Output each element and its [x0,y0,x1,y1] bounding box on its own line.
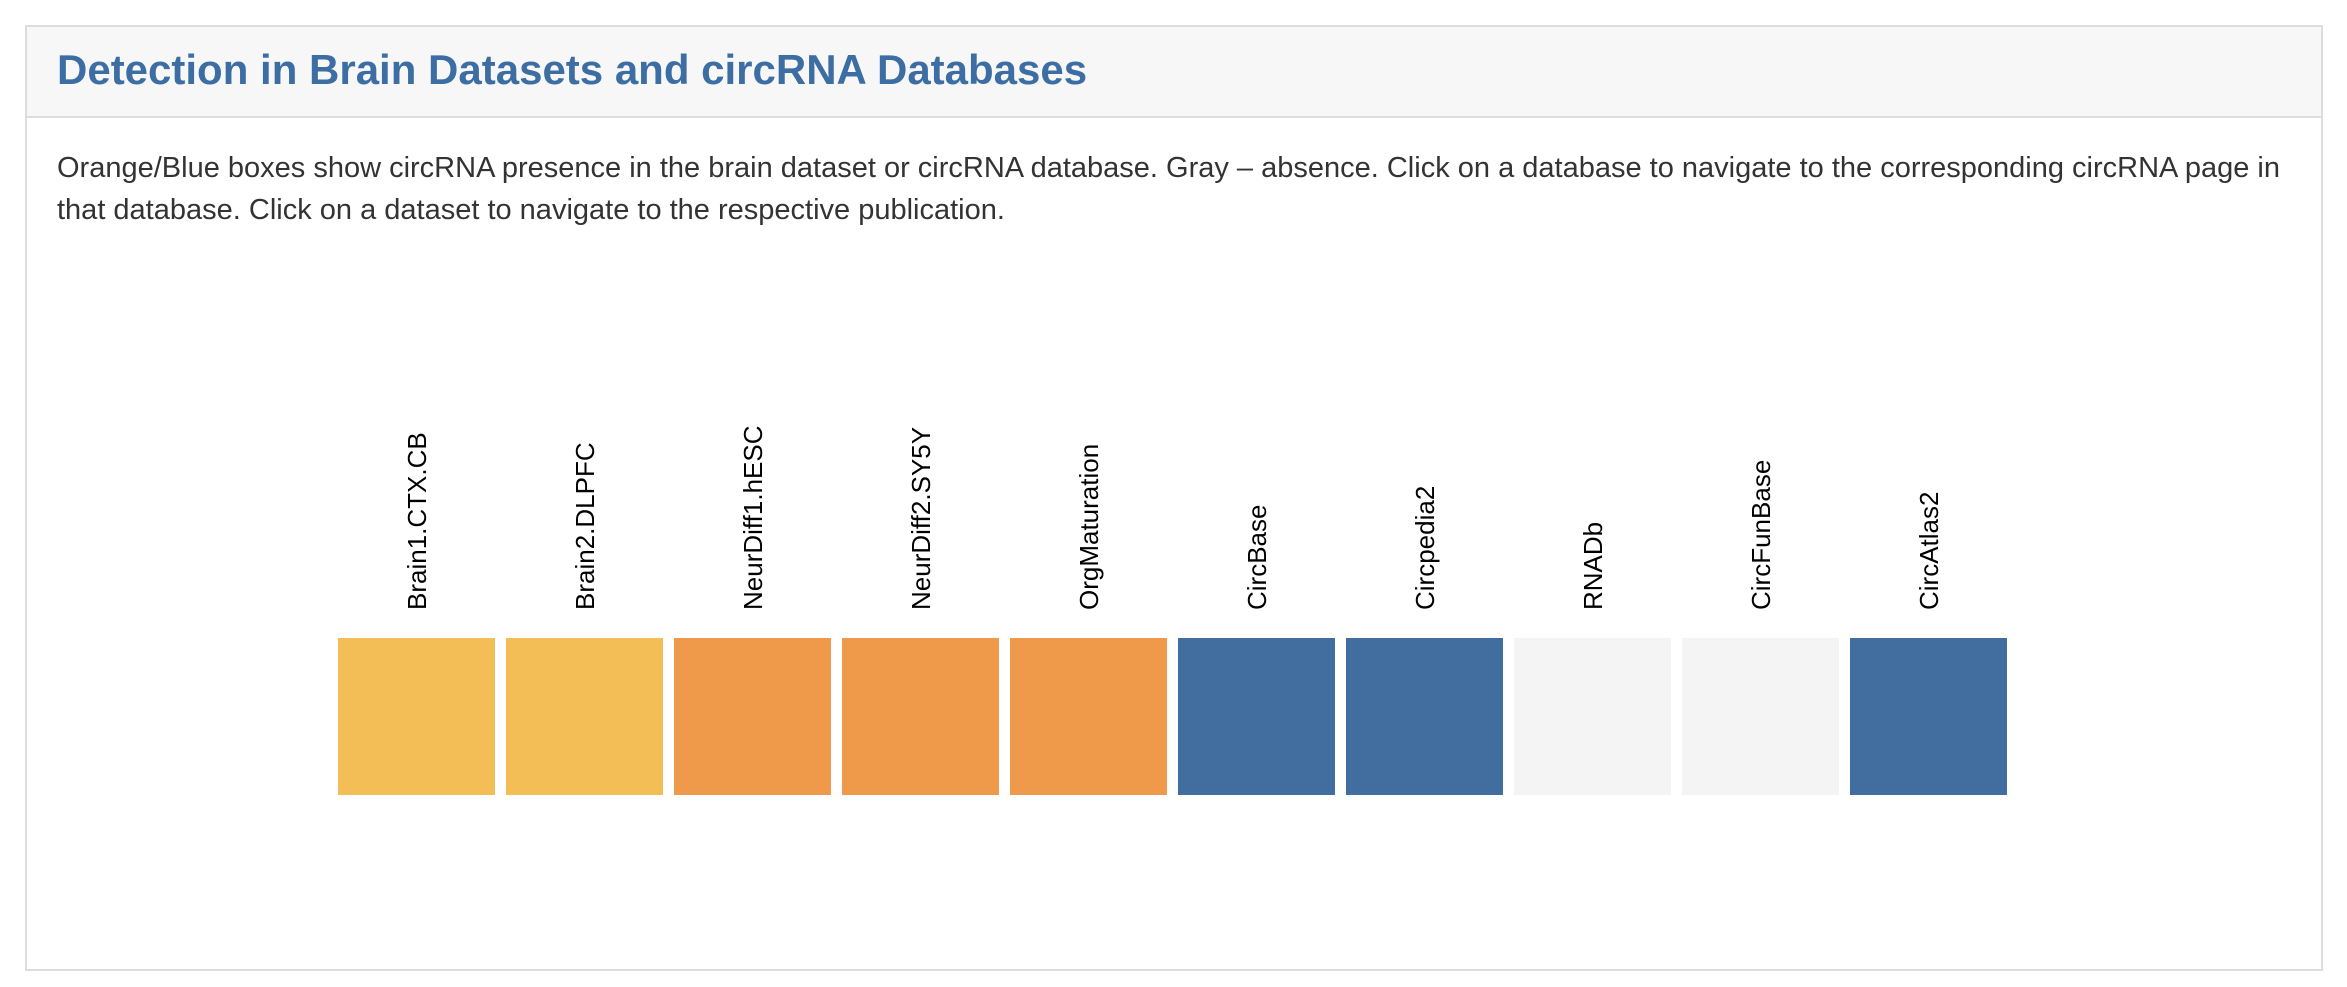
tile-circfunbase[interactable]: CircFunBase [1682,460,1839,795]
tile-brain1-ctx-cb[interactable]: Brain1.CTX.CB [338,432,495,795]
panel-title: Detection in Brain Datasets and circRNA … [57,46,1088,93]
tile-circatlas2[interactable]: CircAtlas2 [1850,492,2007,795]
detection-tile-row: Brain1.CTX.CB Brain2.DLPFC NeurDiff1.hESC N… [27,27,2321,969]
tile-circpedia2[interactable]: Circpedia2 [1346,486,1503,795]
tile-neurdiff2-sy5y[interactable]: NeurDiff2.SY5Y [842,427,999,795]
panel-heading: Detection in Brain Datasets and circRNA … [27,27,2321,118]
panel-description: Orange/Blue boxes show circRNA presence … [57,152,2280,226]
tile-circbase[interactable]: CircBase [1178,505,1335,795]
tile-orgmaturation[interactable]: OrgMaturation [1010,444,1167,795]
tile-neurdiff1-hesc[interactable]: NeurDiff1.hESC [674,426,831,795]
tile-brain2-dlpfc[interactable]: Brain2.DLPFC [506,442,663,795]
tile-rnadb[interactable]: RNADb [1514,522,1671,795]
detection-panel: Detection in Brain Datasets and circRNA … [25,25,2323,971]
